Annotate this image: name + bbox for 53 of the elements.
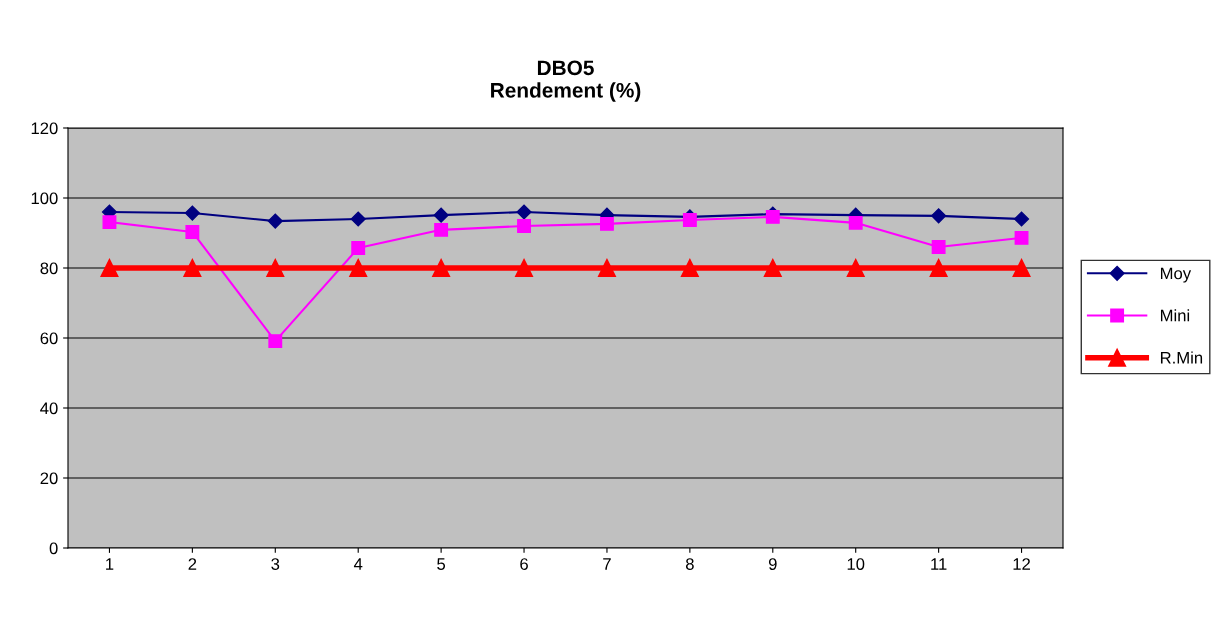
point [1012, 258, 1031, 278]
x-tick-label: 11 [931, 558, 947, 570]
point [515, 258, 534, 278]
legend-label: Moy [1160, 267, 1192, 283]
x-tick-label: 4 [353, 558, 363, 570]
point [100, 258, 119, 278]
point [848, 215, 863, 230]
point [434, 222, 449, 237]
point [1013, 211, 1030, 227]
point [931, 240, 946, 254]
point [349, 258, 368, 278]
point [516, 204, 532, 220]
point [929, 258, 948, 278]
y-tick-label: 80 [40, 262, 58, 275]
x-tick-label: 5 [437, 558, 446, 570]
point [597, 258, 616, 278]
x-tick-label: 9 [768, 558, 777, 570]
y-tick-label: 120 [31, 122, 58, 135]
y-tick-label: 20 [40, 472, 58, 485]
y-tick-label: 100 [31, 192, 58, 205]
point [185, 225, 200, 239]
y-tick-label: 0 [49, 542, 58, 555]
point [183, 258, 202, 278]
point [184, 205, 200, 221]
point [432, 258, 451, 278]
point [268, 334, 283, 349]
x-tick-label: 1 [106, 558, 114, 570]
x-tick-label: 12 [1013, 558, 1030, 570]
legend-label: R.Min [1160, 351, 1203, 364]
point [682, 213, 697, 227]
y-tick-label: 40 [40, 402, 58, 415]
point [517, 219, 531, 233]
x-tick-label: 7 [603, 558, 611, 570]
point [266, 258, 285, 278]
legend-label: Mini [1160, 309, 1190, 322]
point [846, 258, 865, 278]
point [931, 208, 947, 224]
x-tick-label: 10 [847, 558, 865, 570]
point [600, 216, 614, 231]
point [763, 258, 782, 278]
x-tick-label: 6 [520, 558, 528, 570]
point [433, 207, 449, 223]
point [102, 215, 117, 230]
point [351, 241, 366, 255]
x-tick-label: 8 [685, 558, 694, 570]
x-tick-label: 2 [188, 558, 197, 570]
point [680, 258, 699, 278]
point [350, 211, 366, 227]
chart-title: DBO5 Rendement (%) [491, 60, 641, 102]
point [1014, 230, 1029, 245]
y-tick-label: 60 [40, 332, 58, 345]
point [267, 213, 283, 229]
x-tick-label: 3 [271, 558, 280, 570]
